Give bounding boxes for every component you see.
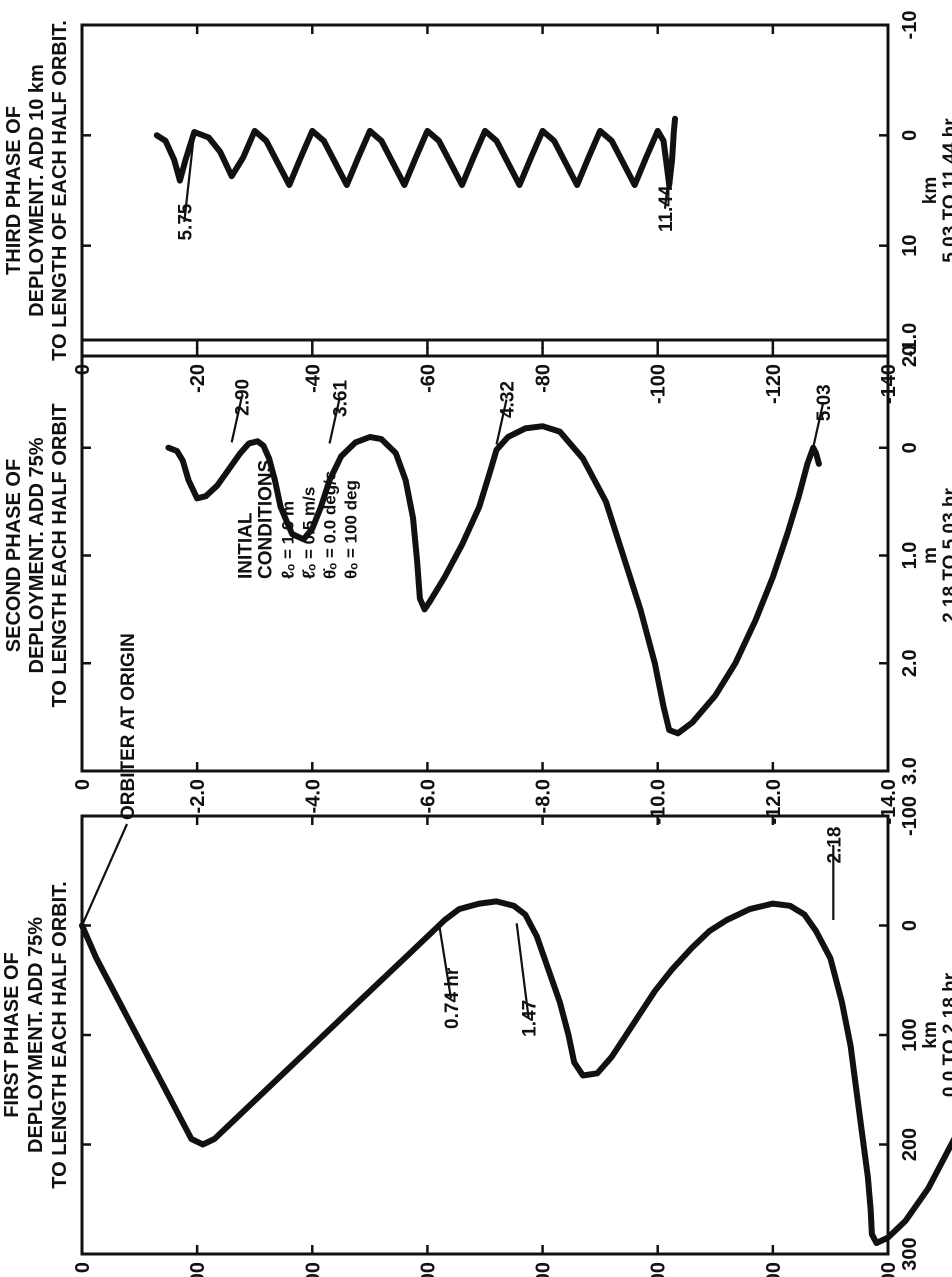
- chart-title-line: TO LENGTH EACH HALF ORBIT.: [49, 881, 71, 1188]
- y-tick-label: -400: [302, 1262, 324, 1277]
- chart-title-line: DEPLOYMENT. ADD 10 km: [26, 64, 48, 317]
- y-tick-label: -14.0: [878, 779, 900, 825]
- series-line: [153, 115, 678, 188]
- plot-frame: [80, 23, 890, 358]
- annotation-pointer: [230, 397, 243, 443]
- chart-title-line: TO LENGTH EACH HALF ORBIT: [49, 403, 71, 707]
- annotation-pointer: [515, 923, 530, 1019]
- chart-title-line: FIRST PHASE OF: [1, 952, 23, 1118]
- y-tick-label: -6.0: [417, 779, 439, 813]
- y-tick-label: -100: [648, 364, 670, 404]
- y-tick-label: -1400: [878, 1262, 900, 1277]
- annotation-label: 3.61: [331, 380, 352, 417]
- series-line: [165, 423, 822, 737]
- chart-title-line: TO LENGTH OF EACH HALF ORBIT.: [49, 20, 71, 361]
- y-tick-label: -600: [417, 1262, 439, 1277]
- annotation-label: ORBITER AT ORIGIN: [118, 633, 139, 820]
- time-range-label: 5.03 TO 11.44 hr: [940, 118, 952, 263]
- annotation-pointer: [663, 118, 677, 209]
- annotation-pointer: [495, 399, 508, 445]
- y-tick-label: -1200: [763, 1262, 785, 1277]
- chart-panel-first-phase: FIRST PHASE OF DEPLOYMENT. ADD 75% TO LENG…: [1, 633, 952, 1277]
- x-tick-label: 200: [899, 1128, 921, 1161]
- x-tick-label: 100: [899, 1018, 921, 1051]
- y-tick-label: -140: [878, 364, 900, 404]
- y-tick-label: -120: [763, 364, 785, 404]
- x-axis-label: m: [920, 547, 941, 564]
- time-range-label: 2.18 TO 5.03 hr: [940, 487, 952, 622]
- y-tick-label: -8.0: [533, 779, 555, 813]
- annotation-label: 0.74 hr: [442, 967, 463, 1029]
- annotation-label: 5.03: [814, 384, 835, 421]
- y-tick-label: -20: [187, 364, 209, 393]
- x-tick-label: 0: [899, 130, 921, 141]
- annotation-pointer: [80, 823, 129, 926]
- chart-title-line: THIRD PHASE OF: [3, 106, 25, 275]
- annotation-label: 2.18: [824, 827, 845, 864]
- chart-title-line: SECOND PHASE OF: [3, 459, 25, 652]
- y-tick-label: -12.0: [763, 779, 785, 825]
- x-tick-label: 2.0: [899, 649, 921, 677]
- initial-condition-line: ℓ̇ₒ = 0.5 m/s: [300, 487, 319, 579]
- x-tick-label: 20: [899, 345, 921, 367]
- y-tick-label: -60: [417, 364, 439, 393]
- x-tick-label: 1.0: [899, 542, 921, 570]
- x-tick-label: 3.0: [899, 757, 921, 785]
- annotation-pointer: [328, 398, 341, 444]
- y-tick-label: -2.0: [187, 779, 209, 813]
- y-tick-label: -200: [187, 1262, 209, 1277]
- y-tick-label: 0: [72, 364, 94, 375]
- annotation-label: 4.32: [498, 381, 519, 418]
- annotation-label: 11.44: [656, 185, 677, 232]
- annotation-pointer: [437, 923, 453, 999]
- time-range-label: 0.0 TO 2.18 hr: [940, 972, 952, 1097]
- y-tick-label: -800: [533, 1262, 555, 1277]
- annotation-label: 2.90: [233, 379, 254, 416]
- x-tick-label: 0: [899, 442, 921, 453]
- x-tick-label: -100: [899, 796, 921, 836]
- initial-condition-line: θₒ = 100 deg: [342, 480, 361, 579]
- y-tick-label: -40: [302, 364, 324, 393]
- initial-conditions-heading: CONDITIONS: [256, 460, 277, 579]
- series-line: [79, 898, 952, 1246]
- x-axis-label: km: [920, 177, 941, 204]
- y-tick-label: -80: [533, 364, 555, 393]
- chart-panel-second-phase: SECOND PHASE OF DEPLOYMENT. ADD 75% TO LEN…: [3, 323, 952, 825]
- annotation-pointer: [812, 402, 825, 448]
- initial-conditions-heading: INITIAL: [236, 512, 257, 579]
- initial-condition-line: θ̇ₒ = 0.0 deg/s: [321, 471, 340, 579]
- initial-condition-line: ℓₒ = 1.0 m: [279, 501, 298, 579]
- y-tick-label: -4.0: [302, 779, 324, 813]
- y-tick-label: 0: [72, 1262, 94, 1273]
- x-tick-label: -10: [899, 11, 921, 40]
- chart-title-line: DEPLOYMENT. ADD 75%: [26, 437, 48, 673]
- y-tick-label: -10.0: [648, 779, 670, 825]
- y-tick-label: 0: [72, 779, 94, 790]
- chart-title-line: DEPLOYMENT. ADD 75%: [25, 917, 47, 1153]
- x-axis-label: km: [920, 1021, 941, 1048]
- x-tick-label: -1.0: [899, 323, 921, 357]
- x-tick-label: 10: [899, 235, 921, 257]
- x-tick-label: 0: [899, 920, 921, 931]
- x-tick-label: 300: [899, 1237, 921, 1270]
- chart-panel-third-phase: THIRD PHASE OF DEPLOYMENT. ADD 10 km TO LE…: [3, 11, 952, 404]
- annotation-label: 5.75: [175, 203, 196, 240]
- plot-frame: [80, 814, 890, 1256]
- annotation-pointer: [183, 131, 196, 223]
- annotation-label: 1.47: [520, 1000, 541, 1037]
